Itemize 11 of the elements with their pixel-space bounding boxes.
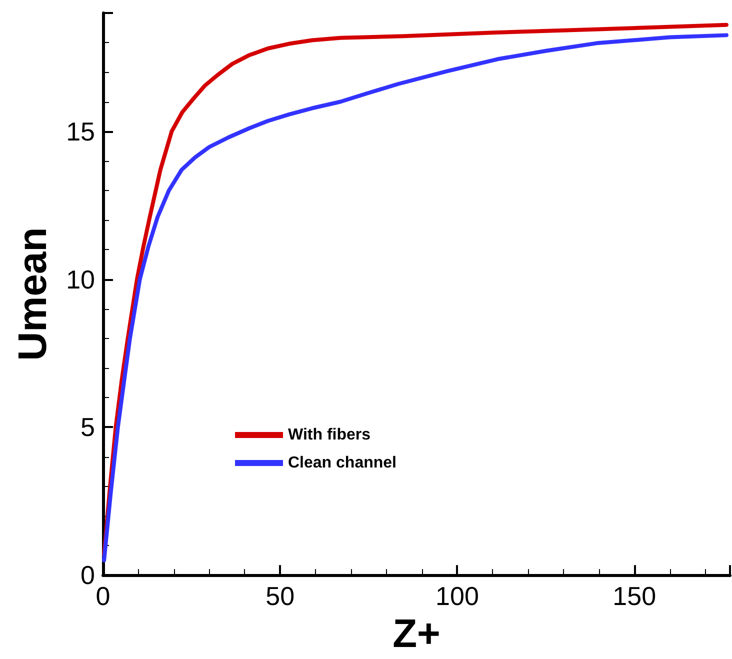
x-tick-label: 150	[612, 581, 656, 612]
x-tick-label: 50	[266, 581, 295, 612]
y-tick-label: 0	[80, 560, 95, 590]
legend-label: With fibers	[288, 426, 371, 444]
y-axis-title: Umean	[11, 227, 55, 361]
y-tick-label: 15	[66, 116, 95, 146]
legend-label: Clean channel	[288, 454, 396, 472]
x-tick-label: 100	[436, 581, 479, 612]
y-tick-label: 5	[80, 412, 95, 442]
x-axis-title: Z+	[392, 612, 440, 656]
y-tick-label: 10	[66, 264, 95, 294]
